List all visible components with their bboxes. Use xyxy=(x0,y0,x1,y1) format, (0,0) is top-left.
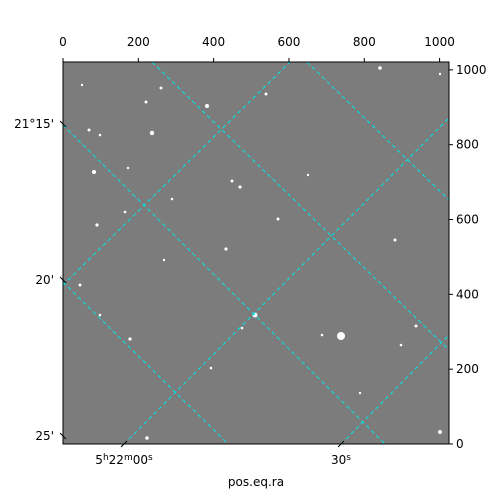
y-tick-label: 200 xyxy=(456,362,479,376)
world-grid-line xyxy=(340,334,449,444)
world-y-tick xyxy=(59,276,67,284)
x-tick-label: 400 xyxy=(202,35,225,49)
world-grid-line xyxy=(63,124,386,444)
world-grid-line xyxy=(306,62,449,201)
x-tick-label: 600 xyxy=(277,35,300,49)
x-tick-label: 200 xyxy=(127,35,150,49)
world-grid xyxy=(63,62,449,444)
world-grid-line xyxy=(63,281,229,444)
world-y-tick xyxy=(59,432,67,440)
y-tick-label: 800 xyxy=(456,138,479,152)
x-tick-label: 800 xyxy=(353,35,376,49)
y-tick-label: 600 xyxy=(456,213,479,227)
world-grid-line xyxy=(151,62,449,351)
world-x-tick xyxy=(120,440,128,448)
image-background xyxy=(63,62,449,444)
world-y-tick-label: 25' xyxy=(35,429,54,443)
x-tick-label: 1000 xyxy=(424,35,455,49)
x-axis-label: pos.eq.ra xyxy=(228,475,284,489)
sky-image xyxy=(63,62,449,447)
x-tick-label: 0 xyxy=(59,35,67,49)
world-y-tick-label: 20' xyxy=(35,273,54,287)
stars xyxy=(78,66,442,447)
world-y-tick-label: 21°15' xyxy=(14,117,54,131)
axes-frame xyxy=(62,61,450,445)
y-tick-label: 1000 xyxy=(456,63,487,77)
world-x-tick-label: 30s xyxy=(331,453,351,467)
world-x-tick-label: 5h22m00s xyxy=(95,453,153,467)
y-tick-label: 0 xyxy=(456,437,464,451)
world-x-tick xyxy=(337,440,345,448)
y-tick-label: 400 xyxy=(456,287,479,301)
world-y-tick xyxy=(59,120,67,128)
